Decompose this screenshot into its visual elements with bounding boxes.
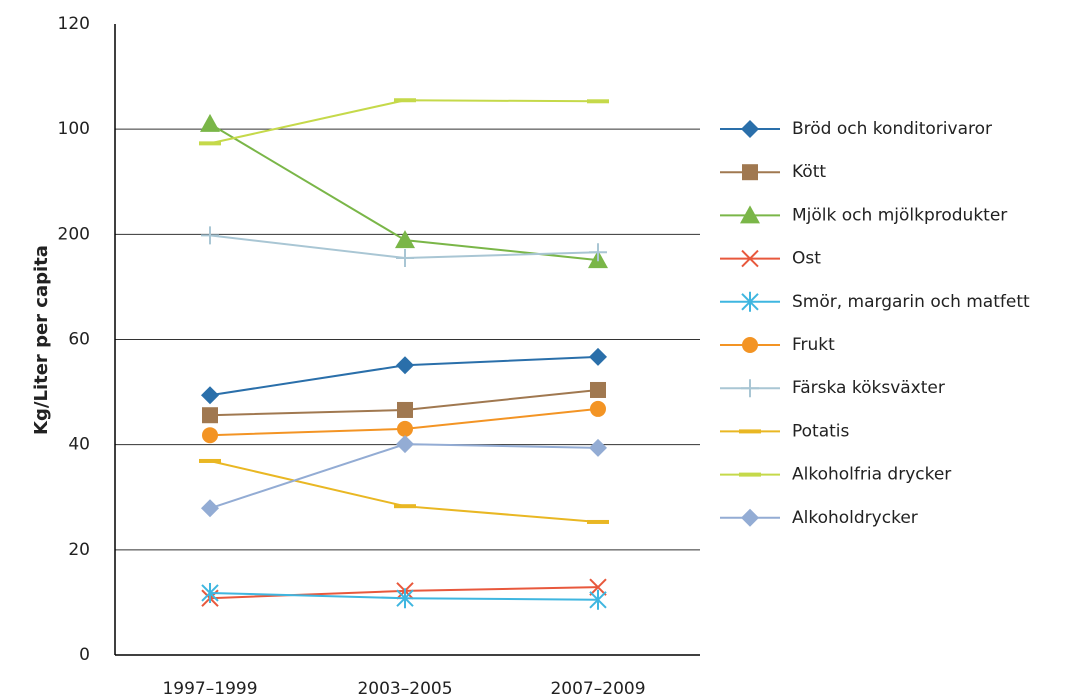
legend-marker [742, 337, 758, 353]
legend-label: Potatis [792, 421, 850, 441]
legend-marker [740, 205, 760, 224]
y-tick-label: 20 [68, 540, 90, 560]
legend-marker [741, 249, 759, 268]
x-tick-label: 1997–1999 [162, 679, 257, 699]
legend-label: Alkoholfria drycker [792, 465, 951, 485]
legend-marker [739, 472, 761, 477]
legend-label: Smör, margarin och matfett [792, 292, 1030, 312]
data-point [395, 230, 415, 249]
data-point [589, 589, 607, 610]
series-line [209, 459, 599, 523]
legend-label: Färska köksväxter [792, 378, 945, 398]
legend-marker [741, 379, 759, 398]
series-line [209, 99, 599, 145]
y-axis-label: Kg/Liter per capita [31, 245, 52, 435]
data-point [590, 381, 606, 398]
legend-marker [739, 429, 761, 434]
y-tick-label: 120 [58, 14, 90, 34]
legend-label: Mjölk och mjölkprodukter [792, 205, 1007, 225]
x-tick-label: 2007–2009 [550, 679, 645, 699]
legend-marker [741, 120, 759, 138]
y-tick-label: 60 [68, 330, 90, 350]
data-point [396, 435, 414, 454]
data-point [587, 99, 609, 104]
data-point [200, 113, 220, 132]
y-tick-label: 40 [68, 435, 90, 455]
data-point [589, 438, 607, 457]
data-point [589, 347, 607, 366]
legend-label: Frukt [792, 335, 835, 355]
data-point [201, 499, 219, 518]
data-point [587, 519, 609, 524]
y-tick-label: 0 [79, 645, 90, 665]
data-point [396, 588, 414, 609]
legend-label: Alkoholdrycker [792, 508, 918, 528]
data-point [589, 578, 607, 596]
legend-marker [742, 164, 758, 181]
y-tick-label: 100 [58, 119, 90, 139]
data-point [394, 504, 416, 509]
series-line [209, 443, 599, 510]
data-point [397, 420, 413, 437]
legend-label: Ost [792, 249, 821, 269]
data-point [590, 400, 606, 417]
legend-marker [741, 291, 759, 312]
data-point [201, 386, 219, 405]
data-point [199, 141, 221, 146]
data-point [396, 248, 414, 267]
data-point [396, 356, 414, 375]
data-point [589, 243, 607, 262]
data-point [199, 458, 221, 463]
data-point [202, 407, 218, 424]
legend-label: Bröd och konditorivaror [792, 119, 992, 139]
data-point [201, 226, 219, 245]
legend-label: Kött [792, 162, 826, 182]
x-tick-label: 2003–2005 [357, 679, 452, 699]
legend-marker [741, 508, 759, 527]
data-point [394, 98, 416, 103]
data-point [202, 427, 218, 444]
y-tick-label: 200 [58, 224, 90, 244]
data-point [397, 401, 413, 418]
data-point [201, 582, 219, 603]
